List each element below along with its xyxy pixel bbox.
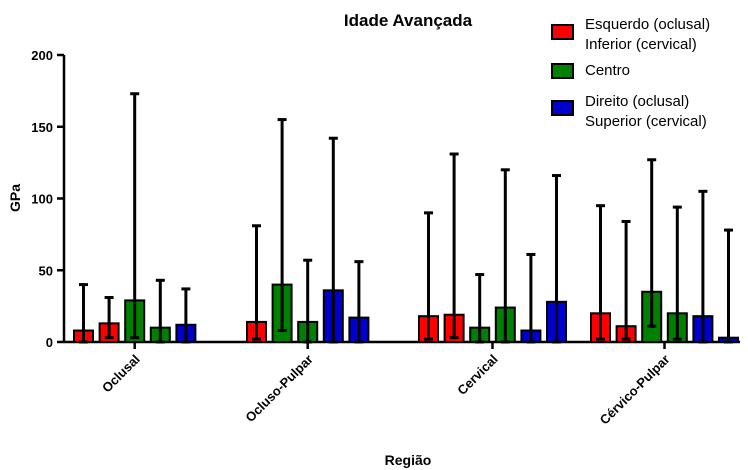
legend-label: Centro (585, 62, 630, 79)
legend-label: Esquerdo (oclusal) (585, 16, 710, 33)
x-tick-label: Cervical (454, 352, 500, 398)
legend-label: Direito (oclusal) (585, 93, 689, 110)
legend-swatch (551, 100, 574, 116)
y-tick-label: 50 (39, 263, 53, 278)
legend-label: Superior (cervical) (585, 113, 707, 130)
legend: Esquerdo (oclusal) Inferior (cervical) Cen… (551, 16, 710, 130)
x-tick-label: Oclusal (99, 352, 143, 396)
legend-swatch (551, 63, 574, 79)
x-tick-label: Cérvico-Pulpar (597, 352, 673, 428)
y-tick-label: 200 (31, 48, 53, 63)
x-tick-label: Ocluso-Pulpar (242, 352, 315, 425)
chart-title: Idade Avançada (344, 11, 473, 30)
legend-label: Inferior (cervical) (585, 36, 697, 53)
y-tick-label: 150 (31, 120, 53, 135)
y-tick-label: 100 (31, 192, 53, 207)
legend-swatch (551, 24, 574, 40)
x-axis-title: Região (385, 452, 432, 468)
y-tick-label: 0 (46, 335, 53, 350)
y-axis-title: GPa (7, 184, 23, 212)
